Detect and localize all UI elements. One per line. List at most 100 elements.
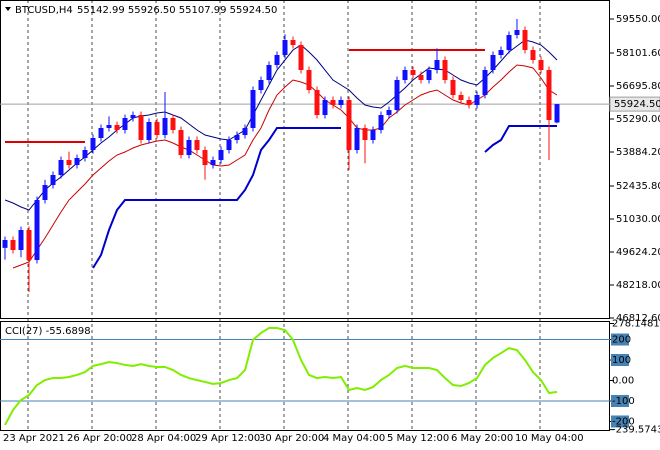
candle-body [50,175,56,186]
candle-body [154,122,160,136]
y-tick-label: 52435.80 [616,181,660,192]
candle-body [458,95,464,101]
candle-body [186,140,192,156]
cci-title: CCI(27) -55.6898 [5,326,91,337]
candle-body [138,115,144,141]
y-tick-label: 48218.00 [616,280,660,291]
candle-body [482,70,488,96]
y-tick-label: 53884.20 [616,147,660,158]
candle-body [282,40,288,56]
x-tick-label: 28 Apr 04:00 [131,433,196,444]
x-tick-label: 5 May 12:00 [387,433,449,444]
y-tick-label: 55290.00 [616,114,660,125]
candle-body [418,75,424,81]
menu-arrow [5,7,11,11]
candle-body [242,127,248,136]
candle-body [42,185,48,201]
indicator-line [5,49,485,144]
x-tick-label: 23 Apr 2021 [3,433,65,444]
current-price-box [609,96,660,112]
cci-frame [0,321,610,431]
cci-line [4,327,558,426]
candle-body [354,127,360,151]
candle-body [498,50,504,56]
y-tick-box [611,394,629,407]
candle-body [82,150,88,158]
candle-body [106,125,112,128]
candle-body [442,60,448,81]
candle-body [210,160,216,166]
candle-body [538,60,544,71]
candle-body [74,157,80,166]
candle-body [26,230,32,261]
x-tick-label: 4 May 04:00 [323,433,385,444]
candle-body [98,127,104,138]
candle-body [490,55,496,71]
candle-body [34,200,40,261]
candle-body [58,160,64,176]
candle-body [218,150,224,161]
candle-body [258,80,264,91]
candle-body [506,35,512,51]
candle-body [450,80,456,96]
candle-body [546,70,552,121]
candle-body [274,55,280,66]
candle-body [394,80,400,111]
x-tick-label: 30 Apr 20:00 [259,433,324,444]
y-tick-box [611,333,629,346]
candle-body [202,150,208,166]
candle-body [290,40,296,46]
candle-body [250,90,256,128]
y-tick-label: 49624.20 [616,247,660,258]
y-tick-label: 200 [612,335,631,346]
candle-body [330,100,336,106]
y-tick-label: -100 [612,396,635,407]
y-tick-label: 59550.00 [616,14,660,25]
candle-body [298,45,304,71]
candle-body [522,30,528,51]
x-tick-label: 6 May 20:00 [451,433,513,444]
y-tick-label: 0.00 [612,376,634,387]
y-tick-box [611,354,629,367]
x-tick-label: 29 Apr 12:00 [195,433,260,444]
x-tick-label: 10 May 04:00 [515,433,584,444]
candle-body [530,50,536,61]
candle-body [170,117,176,131]
y-tick-label: 100 [612,355,631,366]
candle-body [194,140,200,151]
candle-body [554,104,560,123]
y-tick-label: 56695.80 [616,81,660,92]
candle-body [178,130,184,156]
candle-body [474,95,480,106]
x-tick-label: 26 Apr 20:00 [67,433,132,444]
candle-body [346,100,352,151]
candle-body [370,130,376,141]
y-tick-label: 278.1481 [612,319,660,330]
candle-body [2,240,8,248]
current-price-label: 55924.50 [614,99,660,110]
candle-body [338,100,344,106]
y-tick-label: 51030.00 [616,214,660,225]
candle-body [18,230,24,251]
indicator-line [4,39,558,211]
candle-body [266,65,272,81]
candle-body [226,140,232,151]
candle-body [426,70,432,81]
candle-body [162,117,168,136]
candle-body [314,90,320,116]
indicator-line [12,64,558,269]
ohlc-text: 55142.99 55926.50 55107.99 55924.50 [77,5,277,16]
candle-body [114,125,120,131]
candle-body [122,117,128,131]
candle-body [410,70,416,76]
candle-body [306,70,312,91]
y-tick-box [611,415,629,428]
candle-body [386,110,392,116]
y-tick-label: 58101.60 [616,48,660,59]
candle-body [146,122,152,141]
candle-body [234,135,240,141]
y-tick-label: -239.5743 [612,425,660,436]
candle-body [130,115,136,118]
